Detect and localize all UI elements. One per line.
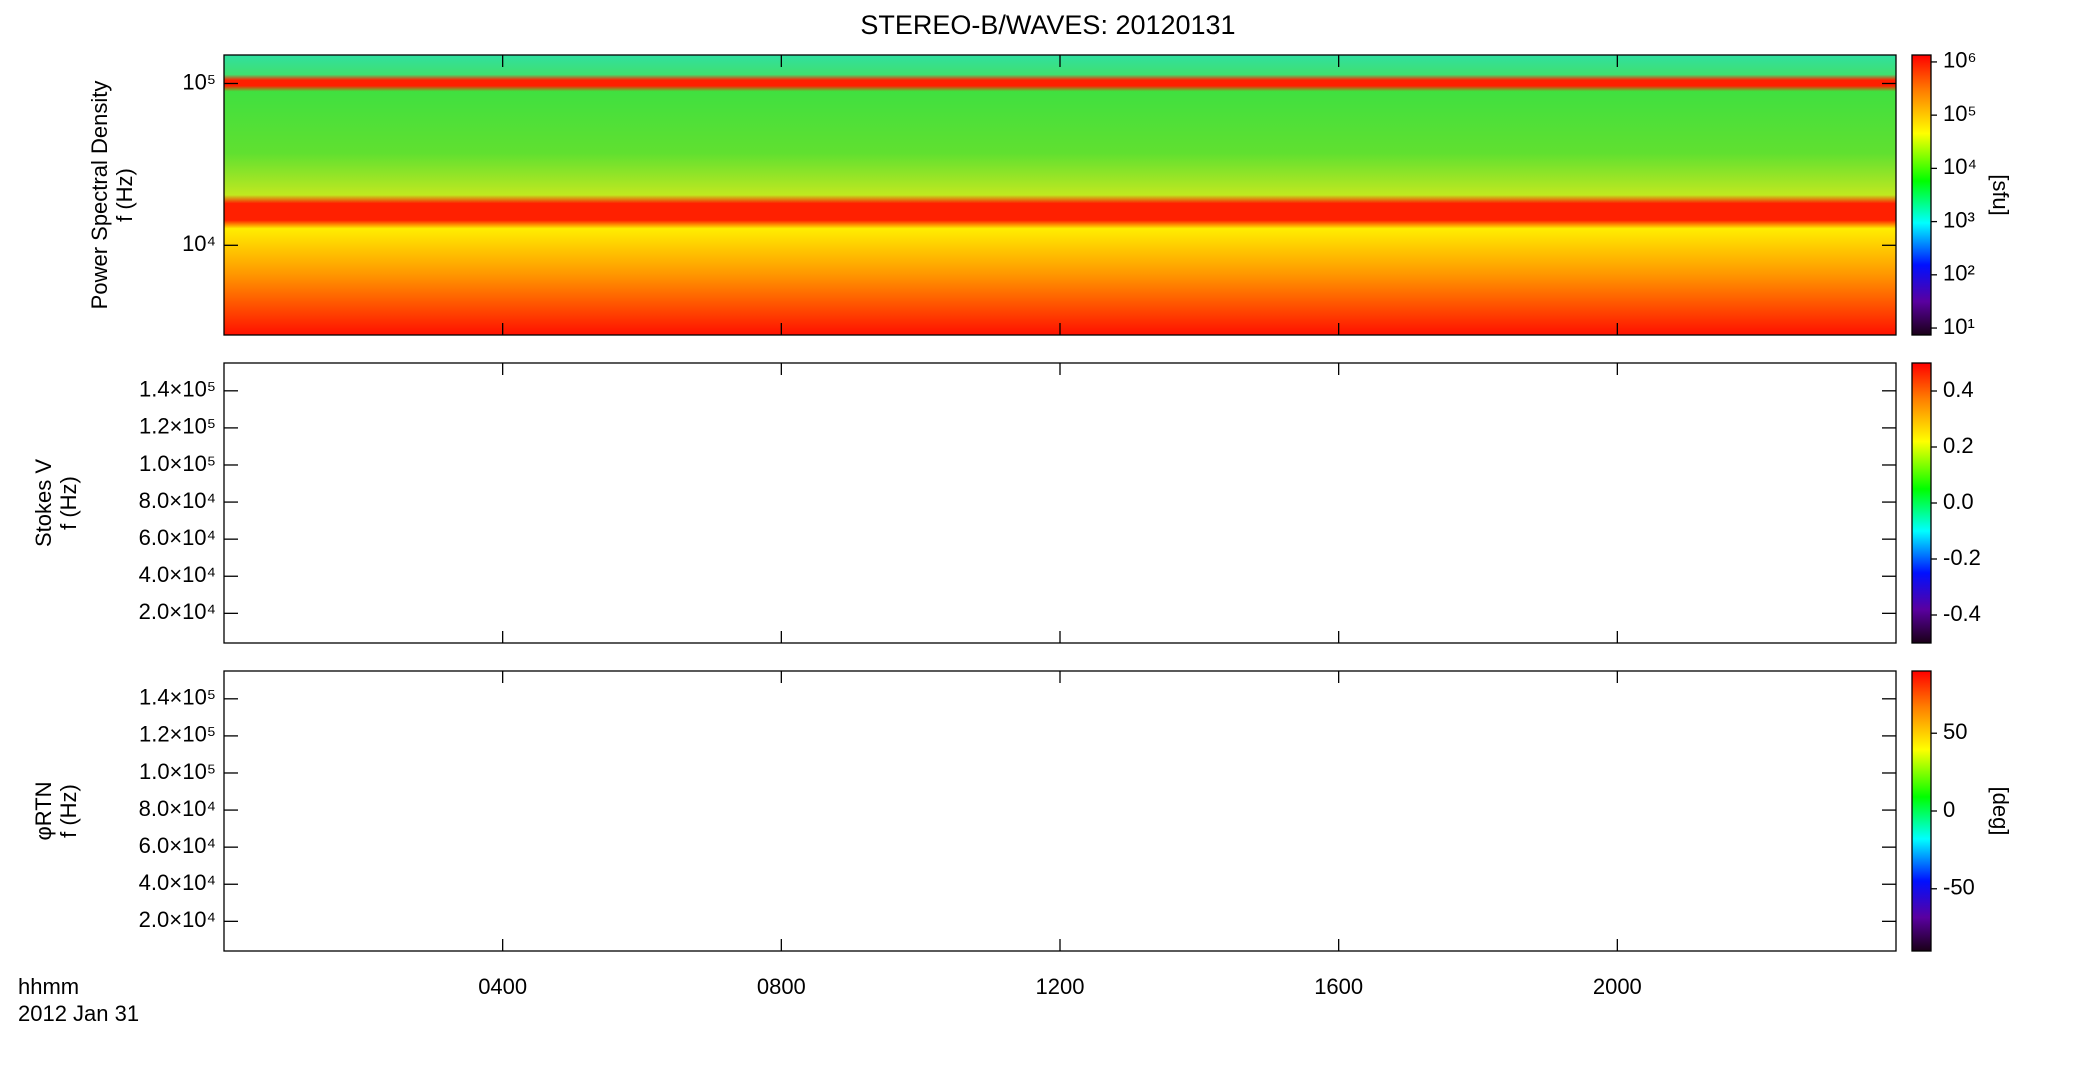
colorbar-tick-label: 0.0 xyxy=(1943,489,1974,514)
y-tick-label: 1.0×10⁵ xyxy=(139,451,216,476)
x-axis-label: hhmm xyxy=(18,974,79,999)
plot-frame xyxy=(223,670,1897,952)
y-tick-label: 1.2×10⁵ xyxy=(139,414,216,439)
colorbar-tick-label: 10⁶ xyxy=(1943,48,1977,73)
x-tick-label: 0800 xyxy=(757,974,806,999)
y-axis-label: f (Hz) xyxy=(112,168,137,222)
colorbar-tick-label: 0 xyxy=(1943,797,1955,822)
x-tick-label: 1600 xyxy=(1314,974,1363,999)
colorbar-tick-label: 0.4 xyxy=(1943,377,1974,402)
x-axis-label: 2012 Jan 31 xyxy=(18,1001,139,1026)
y-tick-label: 6.0×10⁴ xyxy=(139,525,216,550)
colorbar-label: [sfu] xyxy=(1988,174,2013,216)
colorbar-tick-label: 10⁵ xyxy=(1943,101,1977,126)
x-tick-label: 1200 xyxy=(1036,974,1085,999)
y-tick-label: 8.0×10⁴ xyxy=(139,796,216,821)
colorbar-tick-label: 50 xyxy=(1943,719,1967,744)
spectrogram-image xyxy=(224,55,1896,335)
x-tick-label: 2000 xyxy=(1593,974,1642,999)
y-tick-label: 6.0×10⁴ xyxy=(139,833,216,858)
colorbar-label: [deg] xyxy=(1988,787,2013,836)
y-tick-label: 1.4×10⁵ xyxy=(139,685,216,710)
y-tick-label: 10⁵ xyxy=(182,69,216,94)
colorbar-tick-label: -0.2 xyxy=(1943,545,1981,570)
colorbar-tick-label: 10⁴ xyxy=(1943,154,1977,179)
y-tick-label: 1.0×10⁵ xyxy=(139,759,216,784)
y-axis-label: φRTN xyxy=(31,781,56,840)
y-tick-label: 8.0×10⁴ xyxy=(139,488,216,513)
y-axis-label: f (Hz) xyxy=(56,476,81,530)
y-axis-label: Power Spectral Density xyxy=(87,81,112,310)
y-tick-label: 4.0×10⁴ xyxy=(139,562,216,587)
colorbar-tick-label: 10³ xyxy=(1943,207,1975,232)
colorbar xyxy=(1911,54,1932,336)
plot-frame xyxy=(223,362,1897,644)
chart-title: STEREO-B/WAVES: 20120131 xyxy=(860,10,1235,40)
y-axis-label: Stokes V xyxy=(31,459,56,547)
y-tick-label: 1.2×10⁵ xyxy=(139,722,216,747)
colorbar-tick-label: -0.4 xyxy=(1943,601,1981,626)
y-tick-label: 2.0×10⁴ xyxy=(139,599,216,624)
y-tick-label: 1.4×10⁵ xyxy=(139,377,216,402)
x-tick-label: 0400 xyxy=(478,974,527,999)
y-tick-label: 10⁴ xyxy=(182,231,216,256)
colorbar-tick-label: -50 xyxy=(1943,875,1975,900)
y-tick-label: 4.0×10⁴ xyxy=(139,870,216,895)
colorbar xyxy=(1911,670,1932,952)
colorbar-tick-label: 10¹ xyxy=(1943,314,1975,339)
y-tick-label: 2.0×10⁴ xyxy=(139,907,216,932)
colorbar xyxy=(1911,362,1932,644)
colorbar-tick-label: 0.2 xyxy=(1943,433,1974,458)
colorbar-tick-label: 10² xyxy=(1943,261,1975,286)
y-axis-label: f (Hz) xyxy=(56,784,81,838)
